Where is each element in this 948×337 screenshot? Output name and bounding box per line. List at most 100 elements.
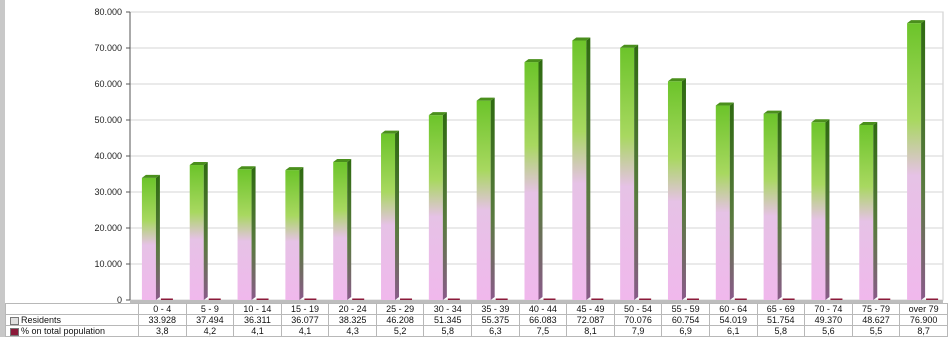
y-tick-label: 50.000 [94, 115, 122, 125]
window-edge [0, 0, 5, 337]
residents-bar-side [203, 162, 208, 300]
percent-bar [352, 298, 365, 300]
residents-row-head: Residents [5, 314, 139, 326]
residents-value: 38.325 [328, 314, 377, 326]
percent-value: 6,9 [661, 325, 710, 337]
percent-bar [256, 298, 269, 300]
percent-value: 8,7 [899, 325, 948, 337]
category-label: 0 - 4 [138, 303, 187, 315]
residents-bar-top [620, 44, 639, 48]
category-label: over 79 [899, 303, 948, 315]
category-label: 45 - 49 [566, 303, 615, 315]
residents-bar-top [524, 59, 543, 63]
percent-bar [447, 298, 460, 300]
category-row-head [5, 303, 139, 315]
residents-bar-top [428, 112, 447, 116]
residents-bar-top [141, 174, 160, 178]
category-label: 65 - 69 [756, 303, 806, 315]
residents-bar-side [873, 121, 878, 300]
percent-value: 7,5 [518, 325, 568, 337]
residents-value: 76.900 [899, 314, 948, 326]
y-tick-label: 40.000 [94, 151, 122, 161]
residents-bar-top [381, 130, 400, 134]
y-tick-label: 70.000 [94, 43, 122, 53]
percent-value: 5,8 [423, 325, 473, 337]
y-tick-label: 20.000 [94, 223, 122, 233]
residents-bar-side [586, 37, 591, 300]
residents-bar [667, 81, 682, 300]
residents-value: 66.083 [518, 314, 568, 326]
residents-bar [237, 169, 252, 300]
y-tick-label: 30.000 [94, 187, 122, 197]
residents-bar-side [251, 166, 256, 300]
residents-bar-side [442, 112, 447, 301]
residents-bar [620, 47, 635, 301]
residents-value: 70.076 [613, 314, 663, 326]
residents-value: 55.375 [471, 314, 520, 326]
residents-bar-side [490, 97, 495, 301]
percent-bar [734, 298, 747, 300]
percent-bar [543, 298, 556, 300]
percent-value: 4,3 [328, 325, 377, 337]
residents-bar-top [811, 119, 830, 123]
residents-value: 46.208 [375, 314, 425, 326]
category-label: 35 - 39 [471, 303, 520, 315]
residents-bar-side [681, 78, 686, 300]
percent-bar [160, 298, 173, 300]
residents-value: 48.627 [851, 314, 901, 326]
residents-bar-top [285, 167, 304, 171]
residents-bar-top [763, 110, 782, 114]
residents-row: Residents 33.928 37.494 36.311 36.077 38.325… [5, 314, 948, 326]
residents-bar-side [634, 44, 639, 301]
residents-bar-top [715, 102, 734, 106]
percent-bar [686, 298, 699, 300]
residents-bar [476, 100, 491, 301]
residents-bar [285, 170, 300, 300]
residents-bar [381, 133, 396, 300]
residents-value: 49.370 [804, 314, 853, 326]
bar-chart: 0 10.000 20.000 30.000 40.000 50.000 60.000 70.… [94, 7, 944, 303]
percent-value: 5,2 [375, 325, 425, 337]
percent-row: % on total population 3,8 4,2 4,1 4,1 4,3 5,2… [5, 325, 948, 337]
percent-bar [926, 298, 939, 300]
y-tick-label: 60.000 [94, 79, 122, 89]
category-label: 25 - 29 [375, 303, 425, 315]
category-label: 60 - 64 [708, 303, 758, 315]
percent-bar [591, 298, 604, 300]
residents-bar-side [538, 59, 543, 301]
residents-bar-top [476, 97, 495, 101]
category-label: 20 - 24 [328, 303, 377, 315]
residents-bar-top [189, 162, 208, 166]
percent-bar [639, 298, 652, 300]
residents-bar-side [777, 110, 782, 300]
percent-bar [400, 298, 413, 300]
residents-value: 51.754 [756, 314, 806, 326]
residents-bar-top [572, 37, 591, 41]
residents-bar [811, 122, 826, 300]
residents-bar-top [907, 20, 926, 24]
percent-value: 7,9 [613, 325, 663, 337]
residents-bar [189, 165, 204, 300]
residents-swatch [10, 316, 19, 325]
percent-value: 4,2 [185, 325, 235, 337]
category-label: 15 - 19 [280, 303, 330, 315]
percent-row-head: % on total population [5, 325, 139, 337]
y-axis: 0 10.000 20.000 30.000 40.000 50.000 60.000 70.… [94, 7, 131, 303]
percent-legend-label: % on total population [21, 326, 106, 336]
residents-bar-top [237, 166, 256, 170]
category-label: 40 - 44 [518, 303, 568, 315]
category-label: 55 - 59 [661, 303, 710, 315]
bars [141, 20, 939, 301]
category-label: 50 - 54 [613, 303, 663, 315]
residents-value: 72.087 [566, 314, 615, 326]
residents-value: 36.311 [233, 314, 282, 326]
residents-bar-top [859, 121, 878, 125]
residents-bar [907, 23, 922, 300]
residents-value: 33.928 [138, 314, 187, 326]
residents-value: 60.754 [661, 314, 710, 326]
percent-value: 8,1 [566, 325, 615, 337]
residents-bar-side [155, 174, 160, 300]
percent-bar [304, 298, 317, 300]
